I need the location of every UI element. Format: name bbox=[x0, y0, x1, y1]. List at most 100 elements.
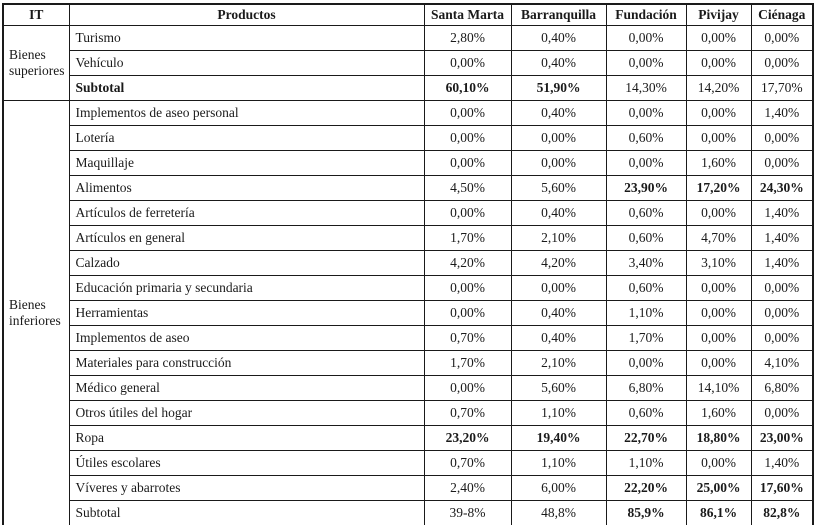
value-cell: 0,00% bbox=[423, 375, 512, 401]
value-cell: 22,70% bbox=[605, 425, 687, 451]
value-cell: 25,00% bbox=[685, 475, 752, 501]
value-cell: 17,20% bbox=[685, 175, 752, 201]
value-cell: 1,40% bbox=[750, 225, 814, 251]
group-label: Bienes inferiores bbox=[2, 100, 70, 525]
product-cell: Artículos de ferretería bbox=[68, 200, 425, 226]
column-header-2: Santa Marta bbox=[423, 3, 512, 26]
table-row: Bienes superiores Turismo 2,80% 0,40% 0,00% 0… bbox=[2, 25, 814, 101]
table-row: Artículos de ferretería 0,00% 0,40% 0,60% 0,… bbox=[3, 200, 814, 226]
value-cell: 22,20% bbox=[605, 475, 687, 501]
value-cell: 0,40% bbox=[510, 50, 607, 76]
table-row: Bienes inferiores Implementos de aseo per… bbox=[2, 100, 814, 525]
table-row: Alimentos 4,50% 5,60% 23,90% 17,20% 24,30% bbox=[3, 175, 814, 201]
value-cell: 86,1% bbox=[685, 500, 752, 525]
table-row: Herramientas 0,00% 0,40% 1,10% 0,00% 0,00% bbox=[3, 300, 814, 326]
value-cell: 0,60% bbox=[605, 225, 687, 251]
value-cell: 1,40% bbox=[750, 250, 814, 276]
value-cell: 0,40% bbox=[510, 300, 607, 326]
product-cell: Maquillaje bbox=[68, 150, 425, 176]
value-cell: 0,70% bbox=[423, 400, 512, 426]
value-cell: 0,40% bbox=[510, 200, 607, 226]
product-cell: Educación primaria y secundaria bbox=[68, 275, 425, 301]
product-cell: Vehículo bbox=[68, 50, 425, 76]
value-cell: 0,00% bbox=[423, 200, 512, 226]
table-header-row: IT Productos Santa Marta Barranquilla Fundac… bbox=[2, 3, 814, 26]
value-cell: 1,10% bbox=[510, 400, 607, 426]
value-cell: 4,20% bbox=[423, 250, 512, 276]
value-cell: 0,00% bbox=[685, 100, 752, 126]
group-label: Bienes superiores bbox=[2, 25, 70, 101]
table-row: Otros útiles del hogar 0,70% 1,10% 0,60% 1,6… bbox=[3, 400, 814, 426]
table-row: Ropa 23,20% 19,40% 22,70% 18,80% 23,00% bbox=[3, 425, 814, 451]
products-percentage-table: IT Productos Santa Marta Barranquilla Fundac… bbox=[2, 3, 814, 525]
value-cell: 1,60% bbox=[685, 150, 752, 176]
value-cell: 5,60% bbox=[510, 375, 607, 401]
value-cell: 6,80% bbox=[605, 375, 687, 401]
value-cell: 0,00% bbox=[510, 125, 607, 151]
column-header-1: Productos bbox=[68, 3, 425, 26]
value-cell: 0,00% bbox=[605, 50, 687, 76]
value-cell: 14,30% bbox=[605, 75, 687, 101]
value-cell: 0,70% bbox=[423, 450, 512, 476]
value-cell: 4,50% bbox=[423, 175, 512, 201]
table-row: Calzado 4,20% 4,20% 3,40% 3,10% 1,40% bbox=[3, 250, 814, 276]
product-cell: Subtotal bbox=[68, 500, 425, 525]
value-cell: 0,00% bbox=[423, 150, 512, 176]
value-cell: 0,00% bbox=[423, 50, 512, 76]
value-cell: 0,00% bbox=[423, 100, 512, 126]
product-cell: Útiles escolares bbox=[68, 450, 425, 476]
value-cell: 19,40% bbox=[510, 425, 607, 451]
table-row: Materiales para construcción 1,70% 2,10% 0,… bbox=[3, 350, 814, 376]
value-cell: 1,10% bbox=[510, 450, 607, 476]
value-cell: 0,00% bbox=[685, 350, 752, 376]
value-cell: 48,8% bbox=[510, 500, 607, 525]
value-cell: 0,00% bbox=[423, 125, 512, 151]
value-cell: 0,60% bbox=[605, 400, 687, 426]
value-cell: 17,60% bbox=[750, 475, 814, 501]
value-cell: 0,00% bbox=[605, 150, 687, 176]
table-row: Subtotal 60,10% 51,90% 14,30% 14,20% 17,70% bbox=[3, 75, 814, 101]
value-cell: 0,00% bbox=[750, 50, 814, 76]
value-cell: 23,90% bbox=[605, 175, 687, 201]
value-cell: 51,90% bbox=[510, 75, 607, 101]
value-cell: 0,00% bbox=[750, 275, 814, 301]
value-cell: 0,00% bbox=[750, 25, 814, 51]
table-row: Implementos de aseo 0,70% 0,40% 1,70% 0,00% 0… bbox=[3, 325, 814, 351]
value-cell: 0,00% bbox=[605, 350, 687, 376]
value-cell: 39-8% bbox=[423, 500, 512, 525]
product-cell: Calzado bbox=[68, 250, 425, 276]
table-row: Lotería 0,00% 0,00% 0,60% 0,00% 0,00% bbox=[3, 125, 814, 151]
value-cell: 2,80% bbox=[423, 25, 512, 51]
value-cell: 0,00% bbox=[423, 275, 512, 301]
column-header-0: IT bbox=[2, 3, 70, 26]
column-header-5: Pivijay bbox=[685, 3, 752, 26]
value-cell: 0,60% bbox=[605, 275, 687, 301]
product-cell: Herramientas bbox=[68, 300, 425, 326]
column-header-4: Fundación bbox=[605, 3, 687, 26]
value-cell: 0,00% bbox=[605, 100, 687, 126]
value-cell: 0,00% bbox=[423, 300, 512, 326]
table-row: Médico general 0,00% 5,60% 6,80% 14,10% 6,80% bbox=[3, 375, 814, 401]
product-cell: Implementos de aseo bbox=[68, 325, 425, 351]
value-cell: 1,10% bbox=[605, 300, 687, 326]
table-row: Educación primaria y secundaria 0,00% 0,00… bbox=[3, 275, 814, 301]
product-cell: Materiales para construcción bbox=[68, 350, 425, 376]
value-cell: 0,00% bbox=[510, 275, 607, 301]
value-cell: 1,70% bbox=[423, 350, 512, 376]
product-cell: Artículos en general bbox=[68, 225, 425, 251]
value-cell: 0,40% bbox=[510, 100, 607, 126]
value-cell: 0,40% bbox=[510, 25, 607, 51]
product-cell: Ropa bbox=[68, 425, 425, 451]
value-cell: 3,40% bbox=[605, 250, 687, 276]
value-cell: 23,00% bbox=[750, 425, 814, 451]
value-cell: 5,60% bbox=[510, 175, 607, 201]
value-cell: 6,00% bbox=[510, 475, 607, 501]
value-cell: 23,20% bbox=[423, 425, 512, 451]
value-cell: 1,10% bbox=[605, 450, 687, 476]
value-cell: 14,20% bbox=[685, 75, 752, 101]
value-cell: 1,40% bbox=[750, 200, 814, 226]
value-cell: 2,10% bbox=[510, 350, 607, 376]
value-cell: 4,10% bbox=[750, 350, 814, 376]
value-cell: 0,60% bbox=[605, 125, 687, 151]
